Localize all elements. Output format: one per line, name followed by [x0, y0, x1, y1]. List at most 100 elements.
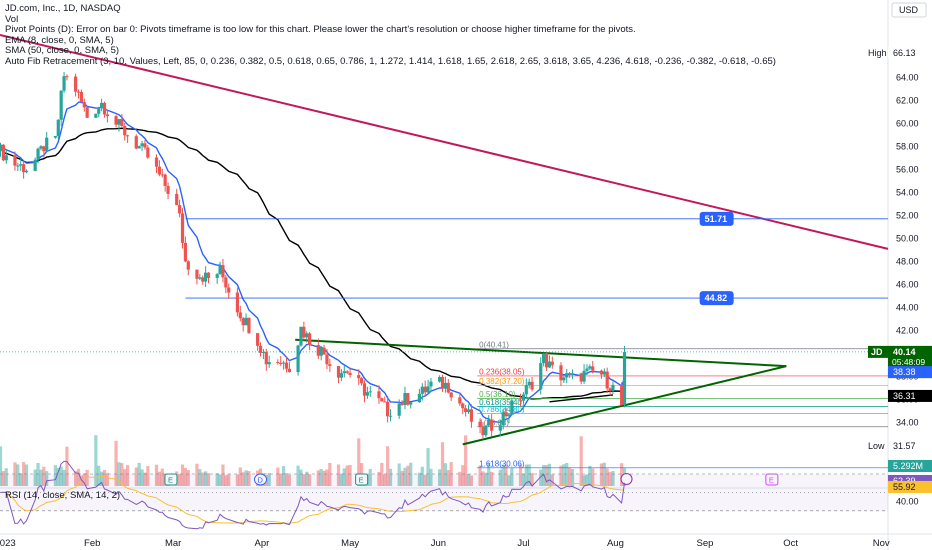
candle-body: [443, 382, 448, 389]
volume-bar: [201, 472, 205, 486]
time-tick-label: Apr: [255, 538, 270, 549]
volume-bar: [469, 475, 474, 486]
ema-8-line: [0, 101, 626, 424]
candle-body: [261, 352, 265, 354]
candle-body: [195, 269, 199, 279]
event-marker-label: E: [359, 476, 364, 485]
volume-bar: [380, 462, 384, 486]
candle-body: [490, 420, 494, 431]
volume-bar: [302, 474, 306, 486]
volume-bar: [215, 473, 219, 486]
candle-body: [22, 164, 26, 173]
volume-bar: [345, 465, 349, 486]
candle-body: [123, 125, 127, 136]
candle-body: [357, 375, 361, 379]
candle-body: [380, 398, 384, 402]
price-tick-label: 52.00: [896, 211, 919, 221]
volume-bar: [591, 468, 595, 486]
rsi-tick-label: 40.00: [896, 497, 919, 507]
volume-bar: [180, 464, 185, 486]
candle-body: [157, 166, 161, 175]
volume-bar: [114, 440, 118, 486]
countdown-value: 05:48:09: [892, 357, 925, 367]
candle-body: [296, 345, 300, 373]
candle-body: [241, 318, 245, 326]
candle-body: [582, 370, 586, 382]
candle-body: [409, 402, 413, 405]
volume-bar: [446, 470, 450, 486]
volume-bar: [377, 471, 381, 486]
rsi-line: [0, 460, 625, 530]
candle-body: [13, 155, 17, 166]
high-value: 66.13: [893, 48, 916, 58]
volume-bar: [406, 465, 410, 486]
time-tick-label: Jul: [517, 538, 529, 549]
volume-bar: [527, 464, 531, 486]
volume-bar: [308, 474, 312, 486]
candle-body: [256, 333, 260, 346]
volume-bar: [62, 469, 66, 486]
candle-body: [154, 157, 159, 167]
candle-body: [45, 137, 49, 152]
price-axis-panel: [888, 0, 932, 550]
sma-50-line: [0, 127, 625, 400]
volume-bar: [518, 464, 523, 486]
time-tick-label: Jun: [431, 538, 446, 549]
volume-bar: [490, 471, 494, 486]
candle-body: [521, 394, 526, 401]
volume-bar: [484, 472, 488, 486]
volume-bar: [97, 465, 101, 486]
candle-body: [420, 386, 424, 394]
fib-level-label: 0.382(37.20): [479, 377, 525, 386]
volume-bar: [544, 465, 549, 486]
candle-body: [284, 362, 289, 369]
candle-body: [82, 101, 86, 108]
candle-body: [146, 147, 150, 158]
candle-body: [42, 146, 46, 152]
event-marker-label: E: [168, 476, 173, 485]
volume-bar: [417, 472, 422, 486]
candle-body: [605, 371, 609, 389]
volume-bar: [241, 472, 245, 486]
volume-value: 5.292M: [893, 461, 923, 471]
candle-body: [163, 174, 167, 187]
volume-bar: [570, 469, 575, 486]
low-value: 31.57: [893, 441, 916, 451]
volume-bar: [322, 470, 326, 486]
candle-body: [348, 372, 352, 376]
symbol-tag-label: JD: [871, 347, 883, 357]
candle-body: [429, 381, 433, 387]
candle-body: [215, 274, 219, 278]
volume-bar: [602, 462, 606, 486]
candle-body: [322, 347, 326, 355]
time-tick-label: Oct: [783, 538, 798, 549]
candle-body: [559, 365, 563, 381]
volume-bar: [82, 473, 86, 486]
volume-bar: [137, 462, 141, 486]
volume-bar: [510, 467, 514, 486]
candle-body: [1, 144, 5, 161]
volume-bar: [539, 469, 543, 486]
candle-body: [342, 371, 346, 374]
candle-body: [466, 409, 471, 413]
price-tick-label: 50.00: [896, 234, 919, 244]
volume-bar: [443, 463, 448, 486]
candle-body: [204, 272, 208, 282]
candle-body: [544, 353, 549, 368]
candle-body: [403, 393, 407, 405]
time-tick-label: Aug: [607, 538, 624, 549]
candle-body: [180, 213, 185, 243]
volume-bar: [429, 468, 433, 486]
volume-bar: [507, 475, 511, 486]
low-label: Low: [868, 441, 885, 451]
volume-bar: [105, 472, 109, 486]
candle-body: [166, 186, 170, 194]
volume-bar: [74, 471, 78, 486]
fib-level-label: 1(33.63): [479, 418, 509, 427]
candle-body: [160, 174, 164, 176]
volume-bar: [117, 462, 121, 486]
rsi-ma-line: [0, 475, 625, 524]
candle-body: [611, 384, 615, 391]
candle-body: [591, 366, 595, 371]
